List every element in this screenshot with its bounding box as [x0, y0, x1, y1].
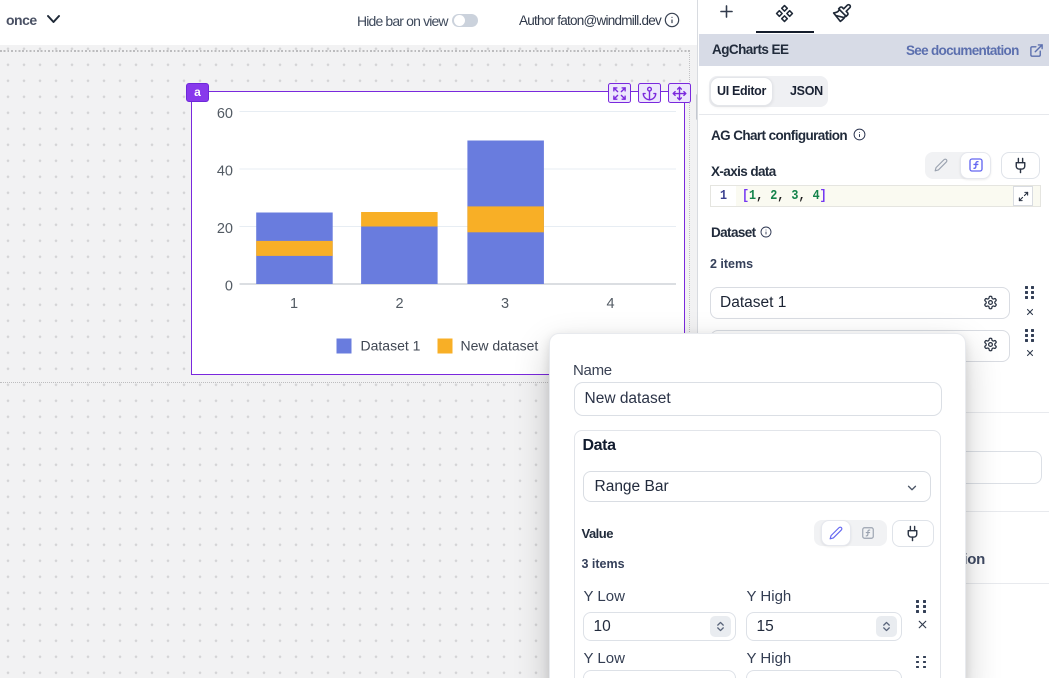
svg-text:1: 1 [290, 296, 298, 312]
svg-text:Dataset 1: Dataset 1 [361, 338, 421, 354]
svg-text:0: 0 [225, 279, 233, 295]
svg-text:60: 60 [217, 106, 233, 122]
svg-text:New dataset: New dataset [461, 338, 539, 354]
svg-text:2: 2 [395, 296, 403, 312]
svg-text:40: 40 [217, 164, 233, 180]
svg-text:3: 3 [501, 296, 509, 312]
svg-text:20: 20 [217, 221, 233, 237]
svg-text:4: 4 [606, 296, 614, 312]
